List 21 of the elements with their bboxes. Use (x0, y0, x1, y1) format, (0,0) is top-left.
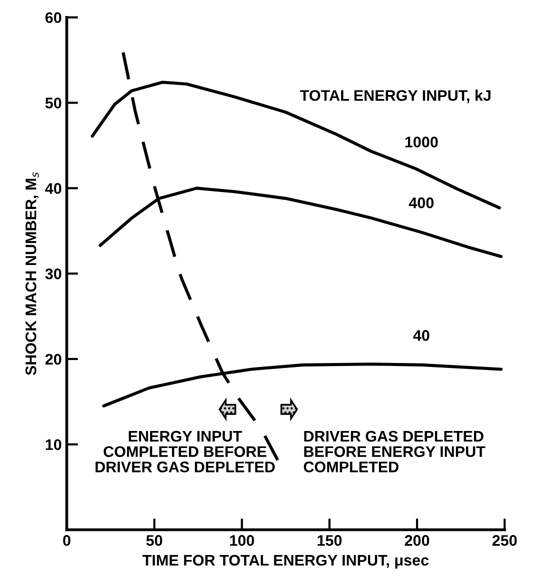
annotation: TOTAL ENERGY INPUT, kJ (300, 90, 490, 104)
y-tick-label: 30 (45, 268, 62, 280)
annotation: ENERGY INPUT COMPLETED BEFORE DRIVER GAS DEPLETED (96, 430, 275, 472)
y-tick-label: 60 (45, 12, 62, 24)
series-label: 400 (408, 197, 434, 208)
annotation: DRIVER GAS DEPLETED BEFORE ENERGY INPUT COMPLETED (304, 430, 486, 472)
y-tick-label: 40 (45, 183, 62, 194)
x-tick-label: 50 (146, 535, 162, 546)
series-label: 40 (413, 330, 430, 341)
x-tick-label: 150 (318, 535, 342, 546)
line-series (90, 80, 501, 210)
y-tick-label: 10 (46, 439, 62, 450)
x-tick-label: 250 (492, 535, 517, 546)
x-tick-label: 200 (404, 535, 430, 546)
y-tick-label: 20 (45, 354, 62, 365)
series-label: 1000 (405, 136, 438, 148)
y-axis-title: SHOCK MACH NUMBER, M$_{s}$ (25, 172, 39, 376)
x-tick-label: 0 (63, 535, 70, 546)
x-tick-label: 100 (230, 535, 254, 546)
y-tick-label: 50 (45, 98, 62, 108)
x-axis-title: TIME FOR TOTAL ENERGY INPUT, μsec (142, 554, 429, 569)
